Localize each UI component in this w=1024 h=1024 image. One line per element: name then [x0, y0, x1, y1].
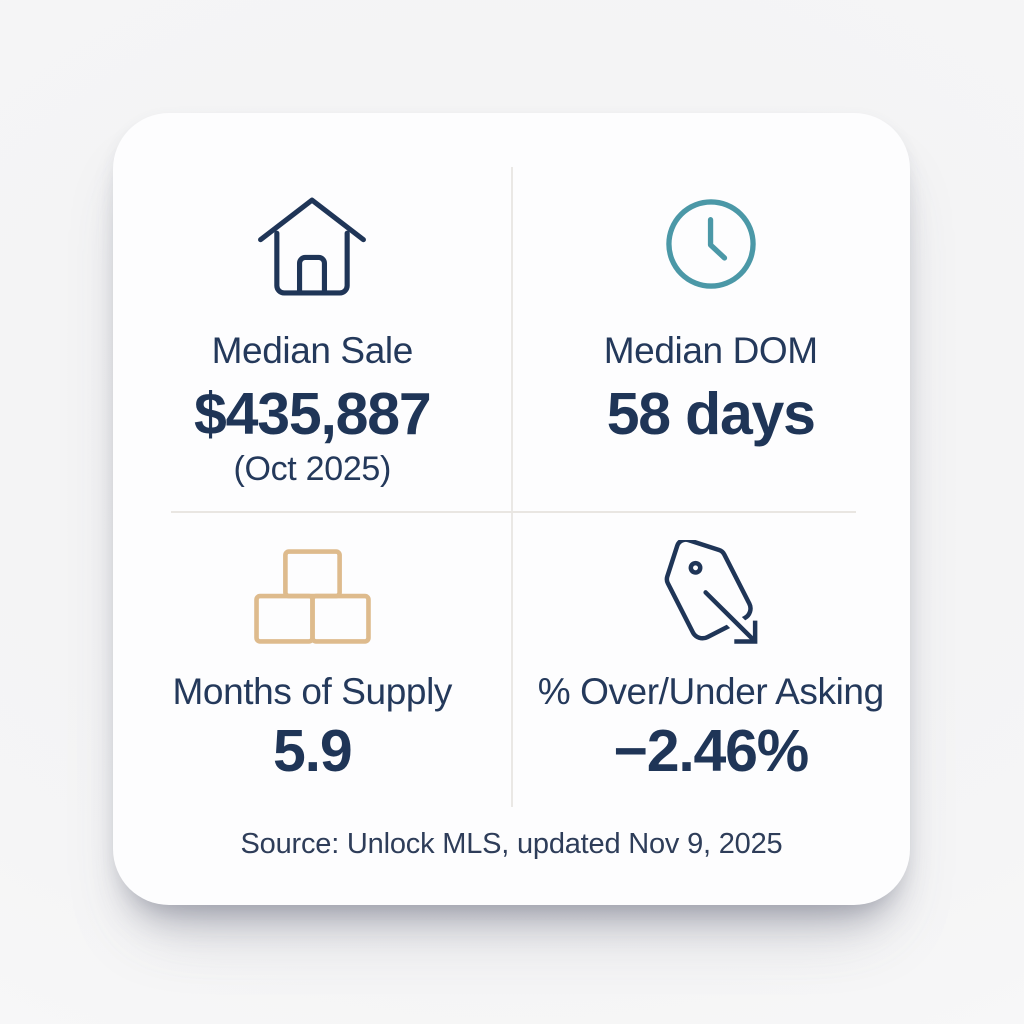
metric-value: 58 days — [606, 380, 816, 447]
metric-label: Median DOM — [603, 330, 818, 371]
clock-icon-strokes — [666, 199, 756, 289]
house-icon — [247, 185, 377, 303]
metric-months-of-supply: Months of Supply 5.9 — [113, 512, 512, 807]
metric-value: 5.9 — [273, 717, 353, 784]
horizontal-divider — [171, 511, 856, 513]
source-note: Source: Unlock MLS, updated Nov 9, 2025 — [240, 828, 783, 860]
market-stats-card: Median Sale $435,887 (Oct 2025) Median D… — [113, 113, 910, 905]
blocks-icon-strokes — [253, 548, 371, 644]
price-tag-arrow-icon — [655, 540, 767, 649]
vertical-divider — [510, 167, 513, 807]
metric-value: $435,887 — [194, 380, 432, 447]
metric-label: Median Sale — [211, 330, 414, 371]
metrics-grid: Median Sale $435,887 (Oct 2025) Median D… — [113, 113, 910, 807]
metric-median-sale: Median Sale $435,887 (Oct 2025) — [113, 113, 512, 512]
tag-icon-strokes — [664, 540, 753, 641]
metric-caption: (Oct 2025) — [233, 450, 392, 489]
metric-median-dom: Median DOM 58 days — [512, 113, 911, 512]
source-row: Source: Unlock MLS, updated Nov 9, 2025 — [113, 807, 910, 905]
metric-value: −2.46% — [613, 717, 809, 784]
clock-icon — [657, 185, 765, 303]
house-icon-strokes — [258, 197, 367, 295]
metric-label: Months of Supply — [172, 671, 453, 712]
metric-over-under-asking: % Over/Under Asking −2.46% — [512, 512, 911, 807]
tag-arrow-strokes — [703, 590, 758, 644]
metric-label: % Over/Under Asking — [537, 671, 885, 712]
building-blocks-icon — [253, 543, 372, 649]
